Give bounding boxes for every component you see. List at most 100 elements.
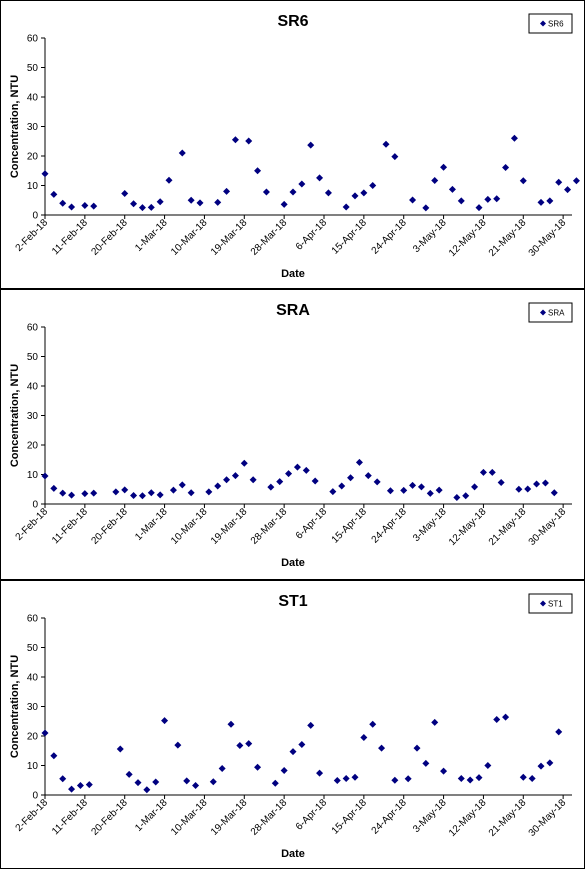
x-tick-label: 20-Feb-18 xyxy=(89,797,130,838)
x-tick-label: 10-Mar-18 xyxy=(169,217,210,258)
data-point xyxy=(143,786,151,794)
x-tick-label: 20-Feb-18 xyxy=(89,506,130,547)
data-point xyxy=(156,198,164,206)
data-point xyxy=(493,715,501,723)
x-tick-label: 2-Feb-18 xyxy=(14,506,51,543)
data-point xyxy=(302,466,310,474)
data-point xyxy=(152,778,160,786)
data-point xyxy=(519,773,527,781)
x-tick-label: 15-Apr-18 xyxy=(330,506,370,546)
chart-title: ST1 xyxy=(278,593,307,610)
legend-box xyxy=(528,13,573,34)
data-point xyxy=(41,729,49,737)
data-point xyxy=(537,198,545,206)
legend: SRA xyxy=(528,302,573,323)
data-point xyxy=(493,195,501,203)
x-tick-label: 12-May-18 xyxy=(447,797,489,839)
data-point xyxy=(466,776,474,784)
x-tick-label: 24-Apr-18 xyxy=(370,797,410,837)
y-tick-label: 20 xyxy=(27,152,39,163)
data-point xyxy=(59,775,67,783)
data-point xyxy=(307,721,315,729)
data-point xyxy=(484,195,492,203)
data-point xyxy=(280,767,288,775)
data-point xyxy=(546,759,554,767)
chart-sr6: SR6 0 10 20 30 40 50 60 2-Feb-18 11-Feb-18 20-Feb-… xyxy=(9,13,580,280)
x-tick-label: 3-May-18 xyxy=(411,506,449,544)
data-point xyxy=(475,204,483,212)
legend: SR6 xyxy=(528,13,573,34)
data-point xyxy=(116,745,124,753)
data-point xyxy=(280,200,288,208)
data-point xyxy=(187,489,195,497)
data-point xyxy=(422,204,430,212)
data-point xyxy=(41,472,49,480)
data-point xyxy=(223,187,231,195)
x-tick-label: 11-Feb-18 xyxy=(50,506,90,546)
data-point xyxy=(519,177,527,185)
x-tick-label: 24-Apr-18 xyxy=(370,506,410,546)
x-tick-label: 21-May-18 xyxy=(487,797,529,839)
x-tick-label: 30-May-18 xyxy=(527,217,569,259)
data-point xyxy=(289,748,297,756)
x-tick-label: 3-May-18 xyxy=(411,797,449,835)
data-point xyxy=(134,779,142,787)
data-point xyxy=(293,463,301,471)
data-point xyxy=(329,488,337,496)
chart-title: SRA xyxy=(276,302,310,319)
data-point xyxy=(214,198,222,206)
data-point xyxy=(502,713,510,721)
data-point xyxy=(546,197,554,205)
legend-label: SR6 xyxy=(548,20,564,29)
data-point xyxy=(165,176,173,184)
data-point xyxy=(515,485,523,493)
data-point xyxy=(373,478,381,486)
data-point xyxy=(231,136,239,144)
data-point xyxy=(555,178,563,186)
y-tick-label: 50 xyxy=(27,643,39,654)
chart-panel-st1: ST1 0 10 20 30 40 50 60 2-Feb-18 11-Feb-18 20-Feb-… xyxy=(0,580,585,869)
data-point xyxy=(68,785,76,793)
x-tick-label: 12-May-18 xyxy=(447,506,489,548)
data-point xyxy=(169,486,177,494)
data-point xyxy=(174,741,182,749)
x-tick-label: 30-May-18 xyxy=(527,506,569,548)
x-tick-label: 1-Mar-18 xyxy=(133,217,170,254)
data-point xyxy=(524,485,532,493)
x-tick-label: 6-Apr-18 xyxy=(294,506,330,542)
y-axis-label: Concentration, NTU xyxy=(9,364,21,467)
data-point xyxy=(564,186,572,194)
x-tick-label: 2-Feb-18 xyxy=(14,217,51,254)
x-tick-label: 28-Mar-18 xyxy=(249,797,290,838)
data-point xyxy=(254,167,262,175)
legend-label: ST1 xyxy=(548,600,563,609)
data-point xyxy=(409,481,417,489)
data-point xyxy=(555,728,563,736)
data-point xyxy=(125,770,133,778)
data-point xyxy=(338,482,346,490)
data-point xyxy=(236,741,244,749)
data-point xyxy=(178,481,186,489)
data-point xyxy=(484,762,492,769)
y-tick-label: 10 xyxy=(27,470,39,481)
x-tick-label: 6-Apr-18 xyxy=(294,217,330,253)
y-tick-label: 40 xyxy=(27,382,39,393)
data-point xyxy=(178,149,186,157)
chart-title: SR6 xyxy=(277,13,308,30)
data-point xyxy=(360,733,368,741)
data-point xyxy=(462,492,470,500)
data-point xyxy=(342,203,350,211)
data-point xyxy=(262,188,270,196)
data-point xyxy=(550,489,558,497)
data-point xyxy=(502,164,510,172)
x-tick-label: 24-Apr-18 xyxy=(370,217,410,257)
data-point xyxy=(245,740,253,748)
data-point xyxy=(404,775,412,783)
legend-box xyxy=(528,302,573,323)
y-tick-label: 60 xyxy=(27,323,39,334)
data-point xyxy=(391,153,399,161)
data-point xyxy=(355,458,363,466)
data-point xyxy=(391,776,399,784)
data-point xyxy=(249,476,257,484)
data-point xyxy=(161,717,169,725)
